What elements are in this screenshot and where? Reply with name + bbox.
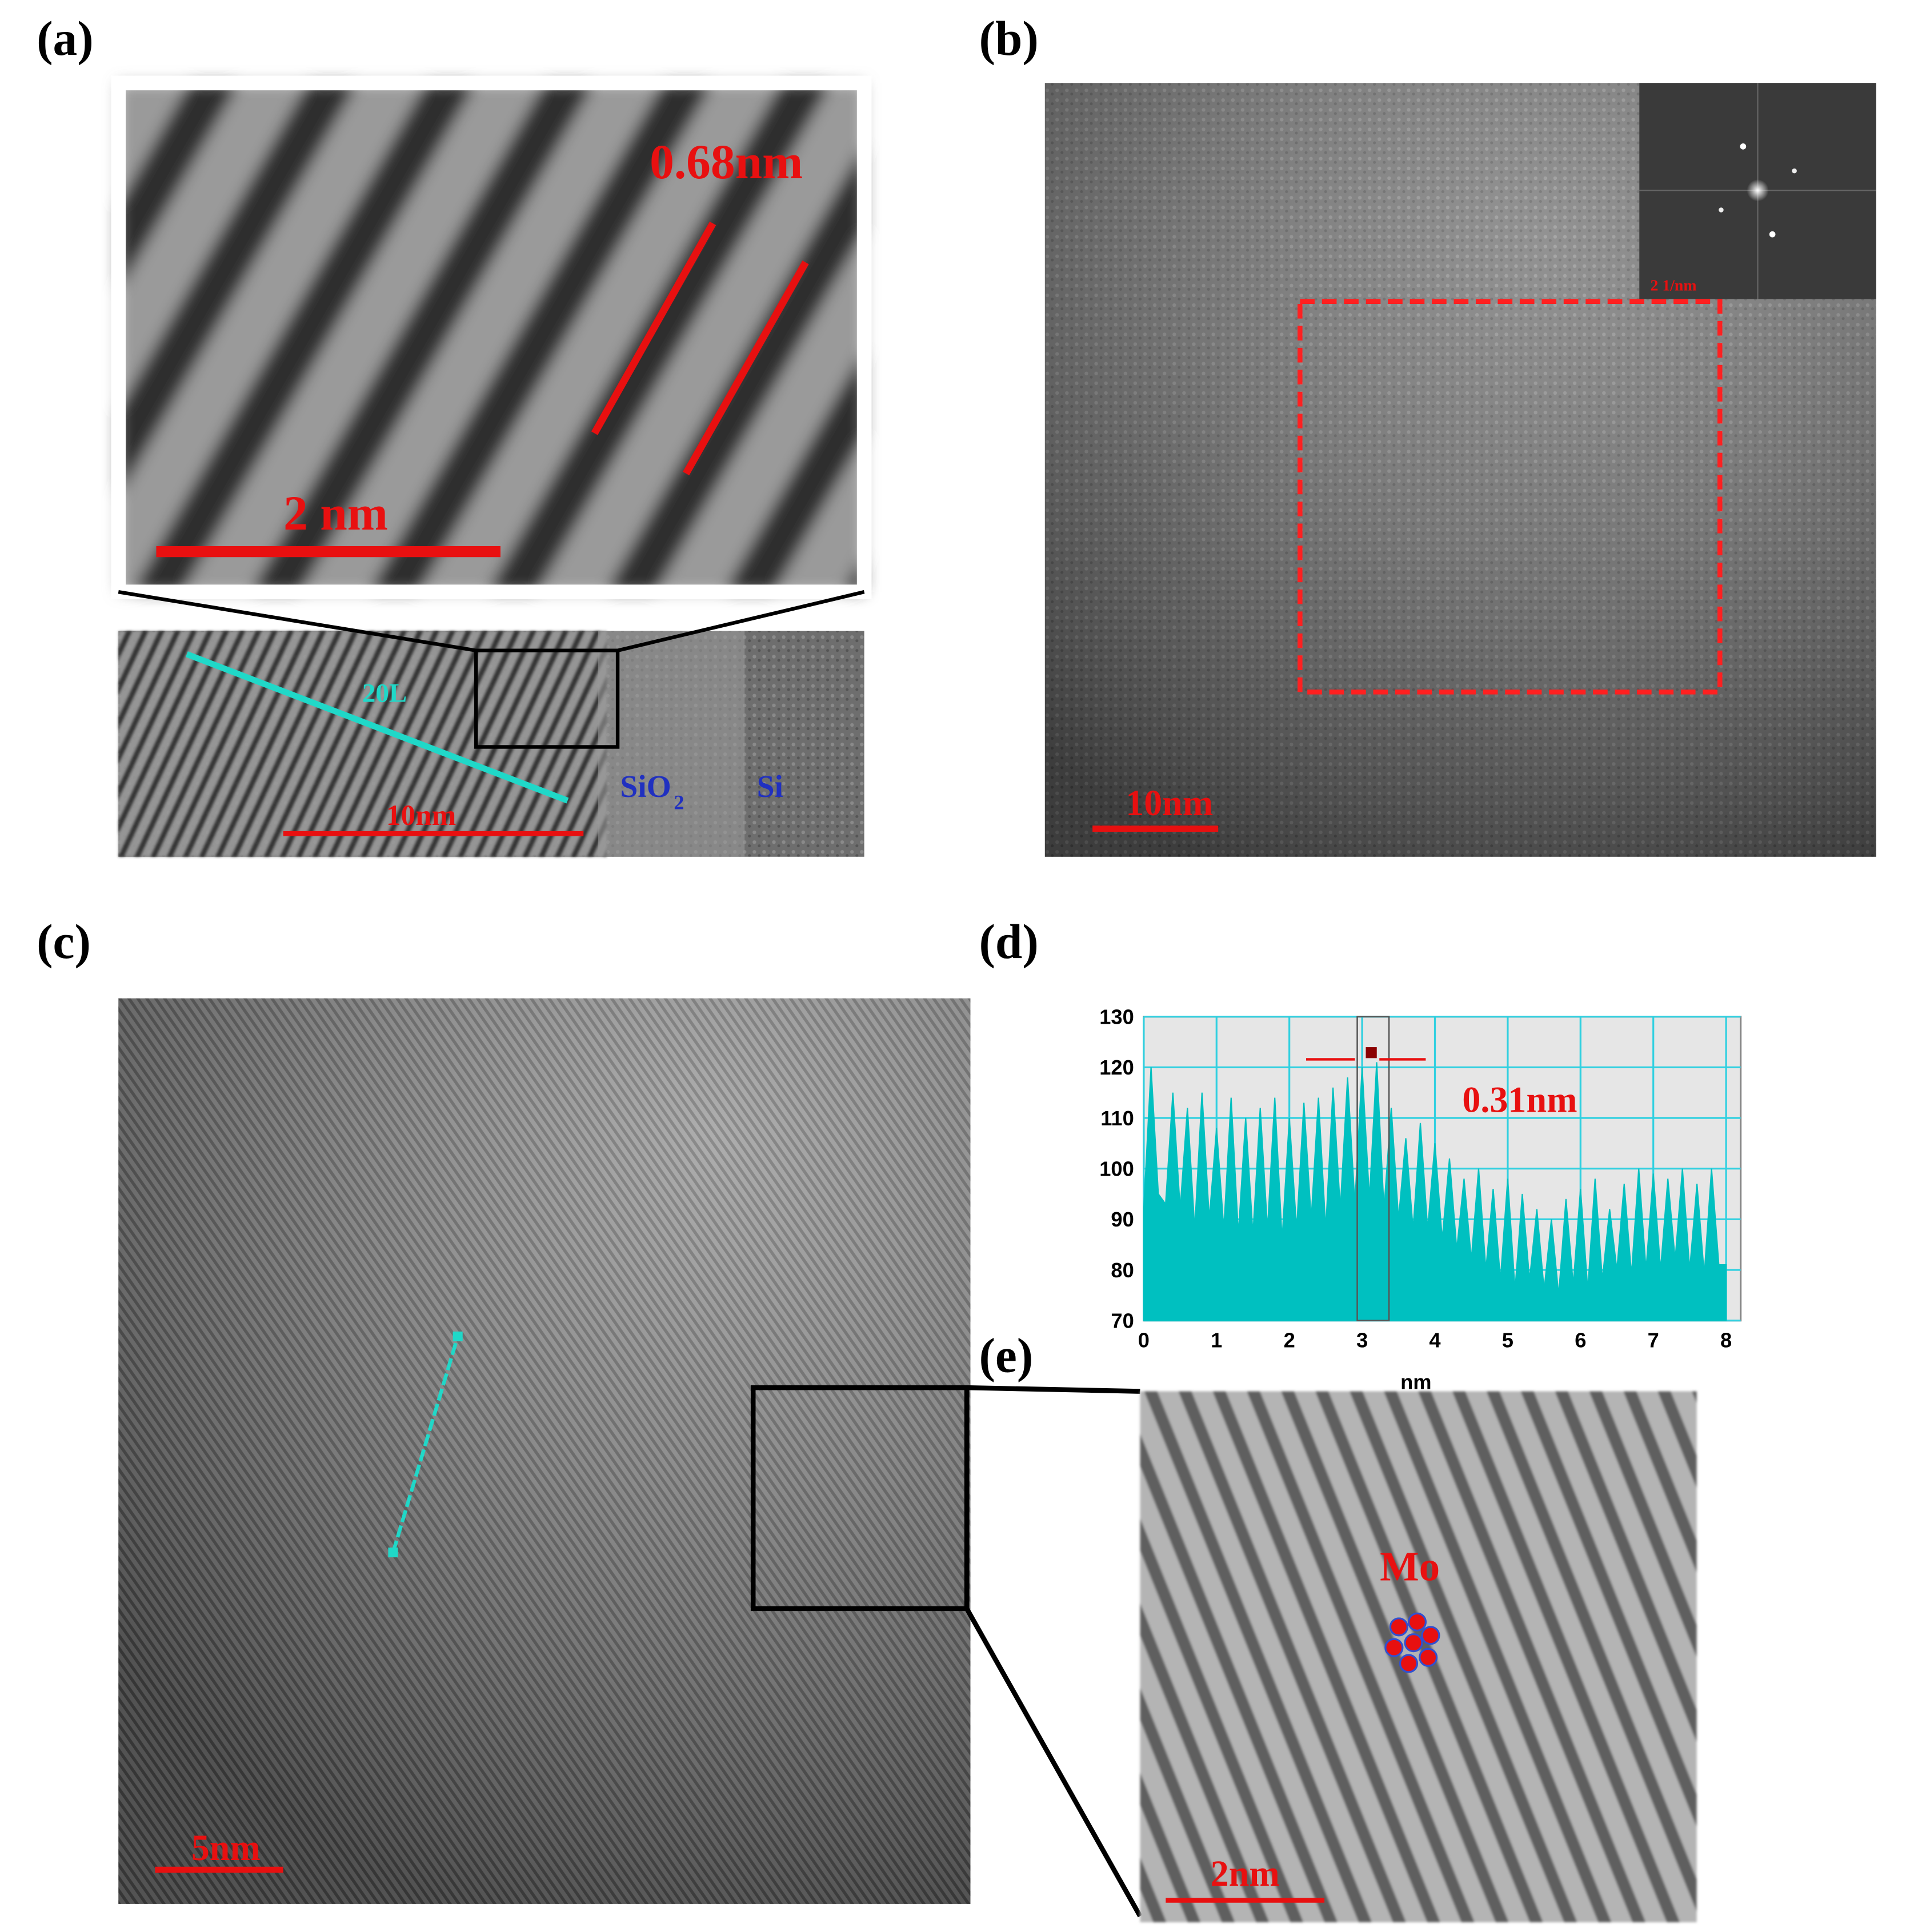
profile-area <box>1143 1062 1727 1321</box>
zoom-line <box>118 590 477 652</box>
atom-label: Mo <box>1380 1544 1440 1590</box>
measure-point <box>1366 1047 1377 1059</box>
x-tick-label: 7 <box>1648 1329 1659 1352</box>
hrtem-zoom <box>111 75 872 599</box>
layer-line <box>185 651 569 804</box>
y-tick-label: 90 <box>1111 1208 1134 1231</box>
y-tick-label: 80 <box>1111 1258 1134 1282</box>
substrate-label: Si <box>757 769 783 804</box>
fft-inset <box>1639 83 1876 299</box>
x-tick-label: 1 <box>1211 1329 1222 1352</box>
panel-label: (b) <box>979 12 1038 66</box>
scale-label: 2 nm <box>283 487 388 540</box>
panel-label: (a) <box>37 12 94 66</box>
x-tick-label: 8 <box>1720 1329 1732 1352</box>
scale-label: 10nm <box>386 799 456 832</box>
x-tick-label: 4 <box>1429 1329 1440 1352</box>
y-tick-label: 130 <box>1099 1005 1134 1028</box>
y-tick-label: 100 <box>1099 1157 1134 1180</box>
panel-a: (a) 0.68nm 2 nm 20L 10nm SiO 2 Si <box>37 12 872 857</box>
panel-d: (d) nm 70 80 90 100 110 120 130 0 1 2 3 4 5 6 7 8 0.31nm <box>979 915 1742 1393</box>
spacing-label: 0.31nm <box>1462 1079 1577 1120</box>
atom-model <box>1384 1612 1440 1673</box>
region-box <box>1298 299 1723 695</box>
zoom-box <box>474 648 620 749</box>
hrtem-image <box>1140 1391 1697 1922</box>
image-shading <box>118 998 971 1904</box>
x-axis-label: nm <box>1400 1370 1431 1393</box>
panel-b: (b) 2 1/nm 10nm <box>979 12 1876 857</box>
layers-label: 20L <box>362 678 407 708</box>
x-tick-label: 2 <box>1284 1329 1295 1352</box>
profile-end <box>388 1548 398 1558</box>
measure-box <box>1356 1016 1390 1321</box>
panel-label: (d) <box>979 915 1038 969</box>
zoom-line <box>617 590 865 652</box>
spacing-label: 0.68nm <box>650 135 803 189</box>
x-tick-label: 5 <box>1502 1329 1513 1352</box>
scale-label: 2nm <box>1211 1853 1280 1894</box>
scale-label: 5nm <box>191 1827 261 1868</box>
y-tick-label: 70 <box>1111 1309 1134 1332</box>
profile-end <box>453 1331 463 1341</box>
panel-c: (c) 5nm <box>37 915 1143 1918</box>
x-tick-label: 6 <box>1575 1329 1586 1352</box>
fringe-marker <box>591 221 716 435</box>
profile-line <box>391 1336 460 1553</box>
hrtem-cross-section <box>118 631 864 857</box>
zoom-box <box>750 1385 970 1612</box>
y-tick-label: 110 <box>1100 1107 1134 1130</box>
y-tick-label: 120 <box>1099 1056 1134 1079</box>
oxide-label: SiO <box>620 769 671 804</box>
x-tick-label: 3 <box>1356 1329 1368 1352</box>
fringe-marker <box>683 260 809 476</box>
scale-label: 10nm <box>1126 783 1213 823</box>
panel-label: (e) <box>979 1329 1033 1382</box>
fft-scale-label: 2 1/nm <box>1651 276 1697 294</box>
panel-label: (c) <box>37 915 91 969</box>
zoom-line <box>964 1607 1143 1918</box>
zoom-line <box>967 1385 1140 1394</box>
panel-e: (e) Mo 2nm <box>979 1329 1697 1922</box>
oxide-subscript: 2 <box>674 791 684 813</box>
x-tick-label: 0 <box>1138 1329 1150 1352</box>
